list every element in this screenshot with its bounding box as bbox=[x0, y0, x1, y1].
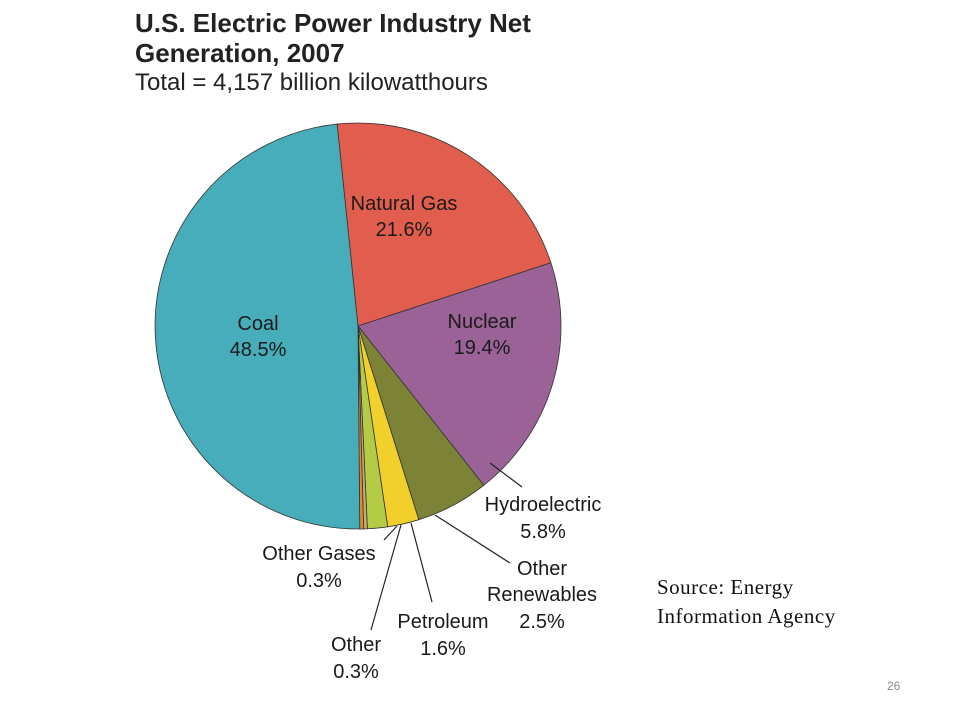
label-other-name: Other bbox=[331, 634, 381, 656]
label-petroleum-value: 1.6% bbox=[420, 638, 466, 660]
label-other-renewables-value: 2.5% bbox=[519, 611, 565, 633]
label-hydroelectric-value: 5.8% bbox=[520, 521, 566, 543]
label-coal-value: 48.5% bbox=[230, 339, 287, 361]
leader-line-other bbox=[370, 524, 402, 631]
pie-slice-nuclear bbox=[357, 262, 562, 486]
label-coal-name: Coal bbox=[237, 313, 278, 335]
leader-line-other-gases bbox=[383, 525, 398, 541]
label-other-gases-value: 0.3% bbox=[296, 570, 342, 592]
label-petroleum-name: Petroleum bbox=[397, 611, 488, 633]
leader-line-hydroelectric bbox=[489, 462, 523, 488]
chart-title-line-1: U.S. Electric Power Industry Net bbox=[135, 8, 531, 38]
leader-lines bbox=[370, 462, 523, 631]
pie-slice-coal bbox=[154, 123, 361, 530]
label-natural-gas-value: 21.6% bbox=[376, 219, 433, 241]
chart-subtitle: Total = 4,157 billion kilowatthours bbox=[135, 69, 488, 96]
source-note: Source: Energy Information Agency bbox=[657, 573, 836, 631]
source-note-line-2: Information Agency bbox=[657, 604, 836, 628]
label-nuclear-value: 19.4% bbox=[454, 337, 511, 359]
pie-slices bbox=[154, 122, 562, 530]
pie-slice-natural-gas bbox=[336, 122, 552, 327]
label-hydroelectric-name: Hydroelectric bbox=[485, 494, 602, 516]
label-nuclear-name: Nuclear bbox=[448, 311, 517, 333]
label-other-value: 0.3% bbox=[333, 661, 379, 683]
label-natural-gas-name: Natural Gas bbox=[351, 193, 458, 215]
leader-line-petroleum bbox=[410, 522, 433, 603]
label-other-renewables-name-1: Other bbox=[517, 558, 567, 580]
chart-title-line-2: Generation, 2007 bbox=[135, 38, 345, 68]
label-other-gases-name: Other Gases bbox=[262, 543, 375, 565]
source-note-line-1: Source: Energy bbox=[657, 575, 794, 599]
chart-title-block: U.S. Electric Power Industry Net Generat… bbox=[135, 8, 531, 98]
label-other-renewables-name-2: Renewables bbox=[487, 584, 597, 606]
leader-line-other-renewables bbox=[434, 514, 511, 564]
slide-number: 26 bbox=[887, 679, 901, 693]
slice-labels: Natural Gas 21.6% Nuclear 19.4% Coal 48.… bbox=[230, 193, 602, 683]
